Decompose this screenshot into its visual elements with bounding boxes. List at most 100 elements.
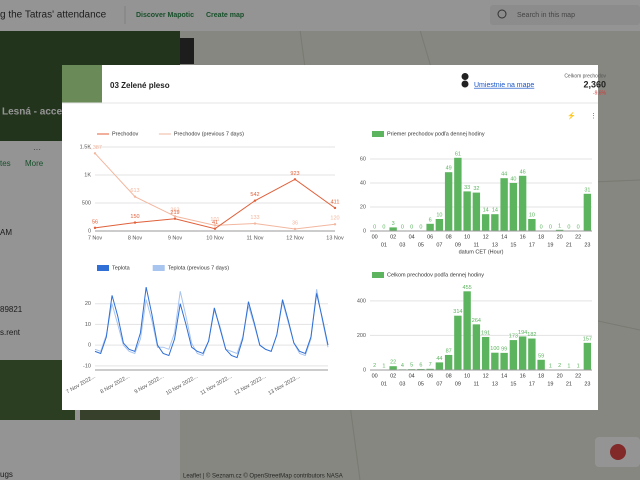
value-label: 194 bbox=[518, 330, 527, 336]
action[interactable]: More bbox=[25, 159, 44, 168]
x-tick-label: 19 bbox=[547, 242, 553, 248]
point bbox=[213, 224, 217, 227]
bar bbox=[583, 342, 592, 370]
value-label: 101 bbox=[210, 217, 219, 223]
value-label: 10 bbox=[436, 212, 442, 218]
x-tick-label: 22 bbox=[575, 373, 581, 379]
bar bbox=[528, 338, 536, 370]
bar bbox=[435, 219, 444, 231]
value-label: 0 bbox=[540, 224, 543, 230]
info-line: ugs bbox=[0, 470, 13, 479]
info-line: AM bbox=[0, 228, 12, 237]
bar bbox=[435, 362, 444, 370]
y-tick-label: 0 bbox=[363, 228, 366, 234]
value-label: 3 bbox=[392, 221, 395, 227]
x-tick-label: 21 bbox=[566, 381, 572, 387]
pin-icon bbox=[461, 80, 469, 88]
x-tick-label: 20 bbox=[557, 234, 563, 240]
search-icon bbox=[497, 9, 507, 19]
value-label: 22 bbox=[390, 360, 396, 366]
total-label: Celkom prechodov bbox=[564, 73, 606, 79]
value-label: 0 bbox=[382, 224, 385, 230]
collapse-button[interactable] bbox=[180, 38, 194, 64]
nav-link[interactable]: Discover Mapotic bbox=[136, 12, 194, 19]
value-label: 56 bbox=[92, 219, 98, 225]
bar bbox=[463, 191, 471, 231]
control-icon bbox=[610, 444, 626, 460]
x-tick-label: 07 bbox=[436, 242, 442, 248]
bar bbox=[481, 214, 490, 231]
attribution: Leaflet | © Seznam.cz © OpenStreetMap co… bbox=[183, 473, 343, 480]
bar bbox=[454, 157, 462, 231]
action[interactable]: tes bbox=[0, 159, 11, 168]
x-tick-label: 12 bbox=[483, 234, 489, 240]
x-tick-label: 02 bbox=[390, 234, 396, 240]
x-tick-label: 05 bbox=[418, 242, 424, 248]
tool-icon[interactable]: ⚡ bbox=[567, 111, 576, 120]
legend-label: Celkom prechodov podľa dennej hodiny bbox=[387, 272, 484, 278]
legend-label: Teplota bbox=[112, 265, 131, 271]
place-name: Lesná - acce bbox=[2, 107, 62, 118]
search-box[interactable] bbox=[490, 5, 640, 25]
x-tick-label: 12 bbox=[483, 373, 489, 379]
x-tick-label: 10 bbox=[464, 373, 470, 379]
x-tick-label: 16 bbox=[520, 373, 526, 379]
value-label: 411 bbox=[331, 199, 340, 205]
bar bbox=[426, 223, 434, 231]
x-tick-label: 14 bbox=[501, 373, 507, 379]
bar bbox=[444, 172, 453, 231]
value-label: 7 bbox=[429, 362, 432, 368]
y-tick-label: 1K bbox=[84, 172, 91, 178]
x-tick-label: 00 bbox=[372, 373, 378, 379]
value-label: 44 bbox=[436, 356, 442, 362]
x-tick-label: 09 bbox=[455, 242, 461, 248]
value-label: 10 bbox=[529, 212, 535, 218]
value-label: 41 bbox=[212, 220, 218, 226]
value-label: 0 bbox=[410, 224, 413, 230]
x-tick-label: 03 bbox=[399, 381, 405, 387]
y-tick-label: 10 bbox=[85, 322, 91, 328]
value-label: 1 bbox=[567, 363, 570, 369]
value-label: 182 bbox=[527, 332, 536, 338]
value-label: 2 bbox=[373, 363, 376, 369]
bar bbox=[481, 336, 490, 370]
bar bbox=[500, 352, 508, 370]
value-label: 263 bbox=[170, 208, 179, 214]
x-tick-label: 01 bbox=[381, 381, 387, 387]
point bbox=[253, 199, 257, 202]
x-tick-label: 16 bbox=[520, 234, 526, 240]
pin-icon bbox=[461, 73, 469, 80]
nav-link[interactable]: Create map bbox=[206, 12, 244, 19]
value-label: 0 bbox=[567, 224, 570, 230]
point bbox=[133, 195, 137, 198]
point bbox=[293, 178, 297, 181]
point bbox=[93, 226, 97, 230]
bar bbox=[389, 366, 397, 370]
y-tick-label: 20 bbox=[85, 301, 91, 307]
info-line: 89821 bbox=[0, 305, 23, 314]
bar bbox=[518, 175, 527, 231]
point bbox=[333, 223, 337, 226]
search-placeholder: Search in this map bbox=[517, 12, 575, 19]
map-link[interactable]: Umiestnie na mape bbox=[474, 82, 534, 89]
bar bbox=[537, 359, 545, 370]
point bbox=[253, 222, 257, 225]
x-tick-label: 18 bbox=[538, 373, 544, 379]
y-tick-label: 40 bbox=[360, 180, 366, 186]
x-tick-label: 17 bbox=[529, 381, 535, 387]
x-tick-label: 05 bbox=[418, 381, 424, 387]
bar bbox=[500, 178, 508, 231]
value-label: 133 bbox=[250, 215, 259, 221]
total-change: -9.6% bbox=[593, 90, 607, 96]
menu-icon[interactable]: ⋮ bbox=[590, 113, 597, 120]
modal-title: 03 Zelené pleso bbox=[110, 81, 170, 90]
legend-marker bbox=[152, 265, 165, 271]
point bbox=[133, 221, 137, 224]
y-tick-label: 500 bbox=[82, 200, 91, 206]
value-label: 455 bbox=[463, 285, 472, 291]
x-tick-label: 13 bbox=[492, 381, 498, 387]
x-tick-label: 15 bbox=[510, 381, 516, 387]
x-tick-label: 23 bbox=[584, 242, 590, 248]
value-label: 36 bbox=[292, 220, 298, 226]
value-label: 613 bbox=[130, 188, 139, 194]
